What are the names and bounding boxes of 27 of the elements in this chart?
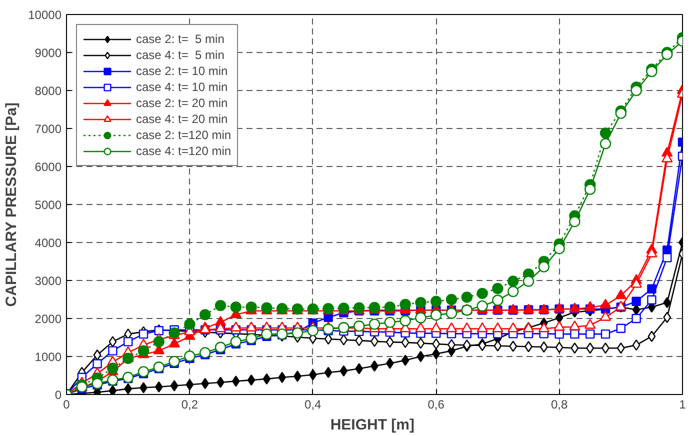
y-axis-title: CAPILLARY PRESSURE [Pa] <box>3 102 20 307</box>
y-tick-label: 4000 <box>34 236 62 250</box>
y-tick-label: 9000 <box>34 46 62 60</box>
y-tick-label: 5000 <box>34 198 62 212</box>
y-tick-label: 8000 <box>34 84 62 98</box>
legend-label: case 2: t= 10 min <box>136 63 228 79</box>
x-tick-label: 0,6 <box>428 398 445 412</box>
y-tick-label: 1000 <box>34 350 62 364</box>
legend-label: case 4: t= 5 min <box>136 47 224 63</box>
y-tick-label: 10000 <box>28 8 62 22</box>
legend-label: case 2: t= 5 min <box>136 31 224 47</box>
legend-label: case 4: t= 20 min <box>136 111 228 127</box>
x-tick-label: 0,2 <box>181 398 198 412</box>
y-tick-label: 7000 <box>34 122 62 136</box>
legend-label: case 2: t= 20 min <box>136 95 228 111</box>
y-tick-label: 0 <box>54 388 62 402</box>
x-tick-label: 0,8 <box>550 398 568 412</box>
x-tick-label: 0,4 <box>304 398 322 412</box>
legend-label: case 2: t=120 min <box>136 127 232 143</box>
legend-label: case 4: t=120 min <box>136 143 232 159</box>
y-tick-label: 6000 <box>34 160 62 174</box>
x-tick-label: 0 <box>63 398 70 412</box>
y-tick-label: 2000 <box>34 312 62 326</box>
legend-label: case 4: t= 10 min <box>136 79 228 95</box>
x-axis-title: HEIGHT [m] <box>330 416 415 434</box>
x-tick-label: 1 <box>679 398 686 412</box>
y-tick-label: 3000 <box>34 274 62 288</box>
